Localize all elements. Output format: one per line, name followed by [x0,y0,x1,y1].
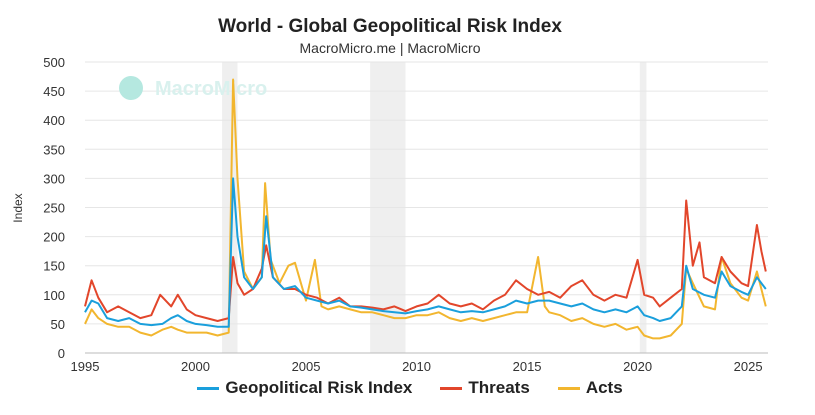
series-line-gpr[interactable] [84,177,767,328]
series-line-threats[interactable] [84,199,767,322]
y-tick-label: 300 [43,171,65,186]
y-tick-label: 250 [43,201,65,216]
x-tick-label: 2005 [292,359,321,374]
y-tick-label: 0 [58,346,65,361]
legend-item-gpr[interactable]: Geopolitical Risk Index [197,378,412,398]
x-tick-label: 2025 [734,359,763,374]
watermark-logo: MacroMicro [119,76,267,100]
series-lines [84,78,767,340]
legend-label-threats: Threats [468,378,530,397]
y-axis-label: Index [11,193,25,222]
x-tick-label: 1995 [71,359,100,374]
legend-item-acts[interactable]: Acts [557,378,623,398]
legend-swatch-threats [440,386,463,390]
series-line-acts[interactable] [84,78,767,340]
x-axis-ticks: 1995 2000 2005 2010 2015 2020 2025 [71,359,763,374]
y-tick-label: 350 [43,142,65,157]
chart-subtitle: MacroMicro.me | MacroMicro [299,40,481,56]
x-tick-label: 2020 [623,359,652,374]
x-tick-label: 2015 [513,359,542,374]
legend: Geopolitical Risk Index Threats Acts [100,378,720,398]
legend-label-acts: Acts [585,378,623,397]
svg-text:MacroMicro: MacroMicro [155,78,267,100]
y-tick-label: 200 [43,230,65,245]
legend-item-threats[interactable]: Threats [440,378,530,398]
y-tick-label: 100 [43,288,65,303]
x-tick-label: 2010 [402,359,431,374]
legend-label-gpr: Geopolitical Risk Index [225,378,413,397]
chart-title: World - Global Geopolitical Risk Index [218,16,562,37]
x-tick-label: 2000 [181,359,210,374]
legend-swatch-gpr [197,386,220,390]
y-tick-label: 400 [43,113,65,128]
y-tick-label: 450 [43,84,65,99]
y-tick-label: 150 [43,259,65,274]
grid-lines [85,61,768,354]
legend-swatch-acts [557,386,580,390]
y-tick-label: 50 [51,317,65,332]
y-axis-ticks: 0 50 100 150 200 250 300 350 400 450 500 [43,55,65,361]
y-tick-label: 500 [43,55,65,70]
